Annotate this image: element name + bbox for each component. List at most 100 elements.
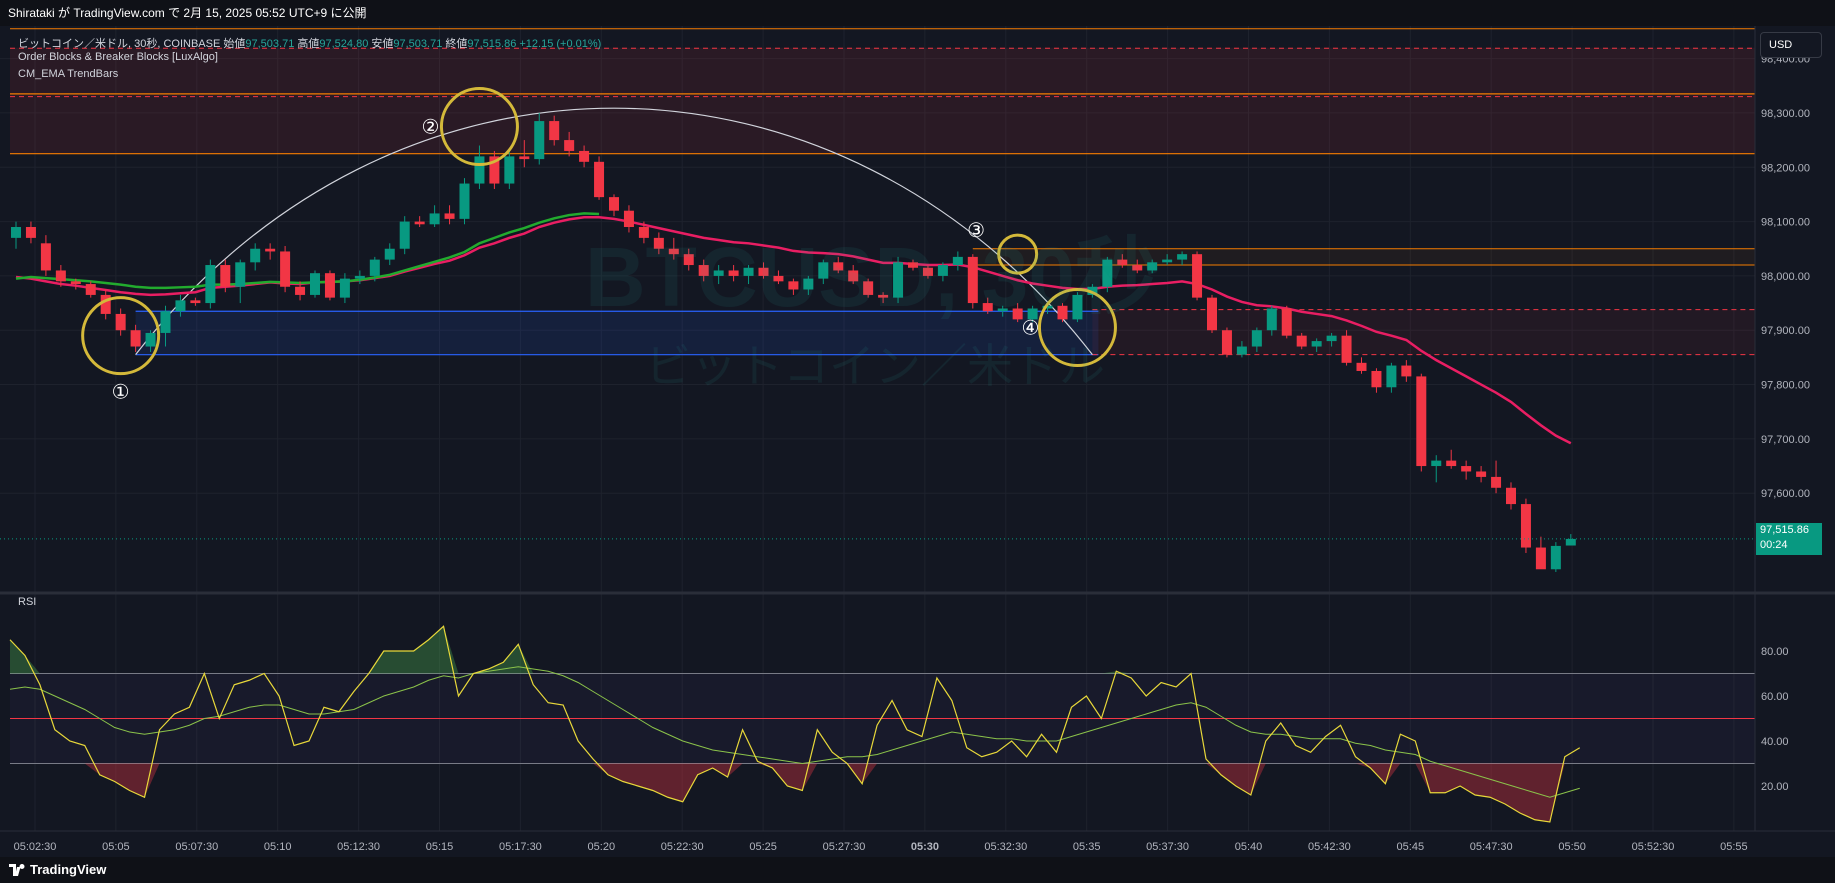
candle-body [937,265,948,276]
annotation-circle [1037,288,1117,368]
candle-body [1431,460,1442,467]
time-tick-label: 05:20 [588,841,616,853]
candle-body [1491,476,1502,488]
candle-body [908,262,918,268]
axes: 98,400.0098,300.0098,200.0098,100.0098,0… [0,26,1835,853]
candle-body [1326,335,1337,342]
price-tick-label: 98,300.00 [1761,108,1810,120]
candle-body [609,197,619,211]
candle-body [220,265,231,287]
candle-body [1177,254,1188,260]
candle-body [623,210,634,228]
low-label: 安値 [371,38,394,50]
price-tick-label: 98,200.00 [1761,162,1810,174]
candle-body [1132,265,1143,271]
candle-body [429,213,440,225]
time-tick-label: 05:05 [102,841,130,853]
candle-body [354,275,365,279]
candle-body [70,281,81,285]
low-value: 97,503.71 [393,38,443,50]
candle-body [1147,262,1158,271]
candle-body [1207,297,1217,331]
candle-body [1386,365,1397,388]
candle-body [40,243,51,271]
candle-body [265,248,276,252]
candle-body [743,267,754,276]
time-tick-label: 05:35 [1073,841,1101,853]
candle-body [1356,362,1367,371]
time-tick-label: 05:50 [1558,841,1586,853]
candle-body [1102,259,1113,287]
candle-body [175,300,186,312]
open-label: 始値 [223,38,246,50]
time-tick-label: 05:25 [749,841,777,853]
rsi-tick-label: 60.00 [1761,691,1789,703]
candle-body [235,262,246,287]
time-tick-label: 05:32:30 [984,841,1027,853]
rsi-ma-line [9,666,1580,798]
rsi-overbought-fill [10,626,1580,674]
bearish-order-block-zone [10,47,1755,154]
close-label: 終値 [445,38,468,50]
candle-body [145,332,156,347]
candle-body [504,156,515,184]
breaker-block-zone [1092,309,1755,355]
candle-body [1446,460,1457,467]
candle-body [952,256,963,266]
rsi-oversold-fill [10,763,1580,822]
annotation-label: ③ [967,218,985,242]
candle-body [564,140,575,151]
candle-body [773,275,784,282]
publish-header: Shirataki が TradingView.com で 2月 15, 202… [0,0,1835,26]
change-value: +12.15 (+0.01%) [519,38,602,50]
candle-body [653,237,664,249]
candle-body [698,265,709,276]
annotation-label: ② [421,115,439,139]
candle-body [713,270,724,276]
time-tick-label: 05:55 [1720,841,1748,853]
candle-body [1236,346,1247,355]
candle-body [519,156,530,160]
candle-body [1072,294,1083,320]
candle-body [1476,471,1487,477]
candle-body [982,303,993,312]
last-price-value: 97,515.86 [1760,524,1809,536]
annotation-circles: ① ② ③ ④ [81,87,1117,404]
candle-body [638,227,649,238]
candle-body [549,121,560,141]
candle-body [85,284,96,295]
annotation-label: ④ [1021,316,1039,340]
annotation-label: ① [112,380,130,404]
tradingview-logo-icon [9,864,25,876]
candle-body [848,270,859,282]
candle-body [1565,538,1576,546]
indicator-legend-order-blocks[interactable]: Order Blocks & Breaker Blocks [LuxAlgo] [18,51,218,63]
price-tick-label: 97,900.00 [1761,325,1810,337]
candle-body [459,183,470,219]
rsi-tick-label: 20.00 [1761,781,1789,793]
candle-body [1012,308,1023,320]
candle-body [115,313,126,331]
candle-body [893,262,904,298]
indicator-legend-rsi[interactable]: RSI [18,596,37,608]
ema-lines [15,212,1572,445]
candle-body [668,248,679,255]
candle-body [369,259,380,276]
time-tick-label: 05:17:30 [499,841,542,853]
footer-brand: TradingView [30,862,107,877]
candle-body [683,254,694,266]
candle-body [310,273,320,295]
candlestick-series [11,112,1576,572]
bullish-order-block-zone [135,311,1099,355]
candle-body [1027,308,1038,320]
currency-button[interactable]: USD [1760,32,1822,58]
indicator-legend-ema-trendbars[interactable]: CM_EMA TrendBars [18,68,119,80]
candle-body [205,265,216,304]
candle-body [967,256,978,304]
candle-body [1221,330,1232,355]
candle-body [1311,341,1322,347]
price-tick-label: 97,700.00 [1761,434,1810,446]
last-price-label: 97,515.86 00:24 [1756,523,1822,555]
candle-body [1251,330,1262,347]
